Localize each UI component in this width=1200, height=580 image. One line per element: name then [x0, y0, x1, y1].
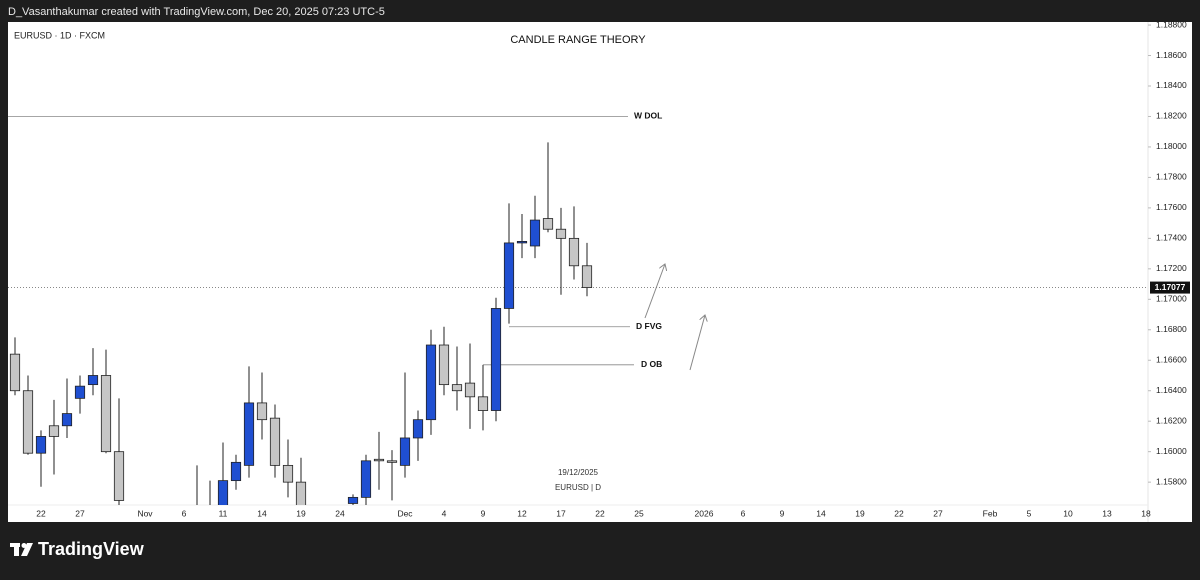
y-tick-label: 1.18400	[1156, 80, 1187, 90]
candle-body	[269, 417, 281, 466]
y-tick-label: 1.18600	[1156, 50, 1187, 60]
y-tick-label: 1.17600	[1156, 202, 1187, 212]
x-tick-label: 12	[517, 508, 527, 518]
candle-body	[373, 458, 385, 462]
candle-body	[256, 402, 268, 421]
x-tick-label: 27	[75, 508, 85, 518]
candle-body	[386, 460, 398, 463]
x-tick-label: 14	[257, 508, 267, 518]
symbol-label: EURUSD · 1D · FXCM	[14, 30, 105, 40]
last-price-box	[1150, 281, 1190, 294]
y-tick-label: 1.16200	[1156, 415, 1187, 425]
chart-panel	[8, 22, 1192, 522]
info-date: 19/12/2025	[558, 468, 599, 477]
candle-body	[347, 496, 359, 504]
y-tick-label: 1.18800	[1156, 19, 1187, 29]
y-tick-label: 1.16800	[1156, 324, 1187, 334]
candle-body	[35, 436, 47, 454]
x-tick-label: 10	[1063, 508, 1073, 518]
y-tick-label: 1.17200	[1156, 263, 1187, 273]
candle-body	[503, 242, 515, 309]
tradingview-logo	[10, 543, 33, 556]
x-tick-label: 19	[296, 508, 306, 518]
x-tick-label: 4	[442, 508, 447, 518]
x-tick-label: 24	[335, 508, 345, 518]
candle-body	[516, 241, 528, 244]
last-price-label: 1.17077	[1155, 282, 1186, 292]
y-tick-label: 1.17400	[1156, 233, 1187, 243]
candle-body	[438, 344, 450, 386]
level-label: D OB	[641, 359, 662, 369]
candle-body	[113, 451, 125, 501]
x-tick-label: 9	[780, 508, 785, 518]
candle-body	[100, 375, 112, 453]
candle-body	[451, 384, 463, 392]
x-tick-label: Nov	[137, 508, 153, 518]
y-tick-label: 1.15800	[1156, 476, 1187, 486]
x-tick-label: 11	[219, 508, 228, 518]
y-tick-label: 1.18000	[1156, 141, 1187, 151]
candle-body	[477, 396, 489, 411]
candle-body	[230, 461, 242, 482]
candle-body	[217, 480, 229, 505]
x-tick-label: 22	[36, 508, 46, 518]
candle-body	[243, 402, 255, 466]
x-tick-label: 27	[933, 508, 943, 518]
candle-body	[412, 419, 424, 439]
candle-body	[542, 218, 554, 230]
candle-body	[9, 353, 21, 392]
candle-body	[74, 385, 86, 399]
candle-body	[529, 219, 541, 247]
candle-body	[48, 425, 60, 437]
candle-body	[282, 464, 294, 483]
candle-body	[490, 308, 502, 411]
y-tick-label: 1.18200	[1156, 111, 1187, 121]
header-text: D_Vasanthakumar created with TradingView…	[8, 6, 385, 18]
x-tick-label: 9	[481, 508, 486, 518]
x-tick-label: Feb	[983, 508, 998, 518]
chart-title: CANDLE RANGE THEORY	[510, 34, 646, 46]
arrow	[689, 315, 705, 371]
candle-body	[464, 382, 476, 398]
candle-body	[555, 228, 567, 239]
candle-body	[581, 265, 593, 288]
x-tick-label: Dec	[397, 508, 413, 518]
y-tick-label: 1.16600	[1156, 355, 1187, 365]
candle-body	[360, 460, 372, 498]
x-tick-label: 18	[1141, 508, 1151, 518]
y-tick-label: 1.16400	[1156, 385, 1187, 395]
x-tick-label: 25	[634, 508, 644, 518]
info-symbol: EURUSD | D	[555, 483, 601, 492]
y-tick-label: 1.16000	[1156, 446, 1187, 456]
x-tick-label: 19	[855, 508, 865, 518]
candle-body	[87, 375, 99, 386]
x-tick-label: 17	[556, 508, 566, 518]
candle-body	[568, 237, 580, 267]
level-label: W DOL	[634, 111, 662, 121]
candle-body	[425, 344, 437, 421]
brand: TradingView	[38, 539, 145, 559]
x-tick-label: 6	[741, 508, 746, 518]
arrow	[644, 264, 665, 319]
x-tick-label: 13	[1102, 508, 1112, 518]
x-tick-label: 22	[894, 508, 904, 518]
candle-body	[22, 390, 34, 454]
candle-body	[61, 413, 73, 427]
candle-body	[399, 437, 411, 466]
x-tick-label: 5	[1027, 508, 1032, 518]
x-tick-label: 6	[182, 508, 187, 518]
x-tick-label: 2026	[695, 508, 714, 518]
level-label: D FVG	[636, 321, 662, 331]
candle-body	[295, 481, 307, 505]
x-tick-label: 14	[816, 508, 826, 518]
x-tick-label: 22	[595, 508, 605, 518]
y-tick-label: 1.17800	[1156, 172, 1187, 182]
y-tick-label: 1.17000	[1156, 294, 1187, 304]
plot	[8, 116, 1148, 505]
